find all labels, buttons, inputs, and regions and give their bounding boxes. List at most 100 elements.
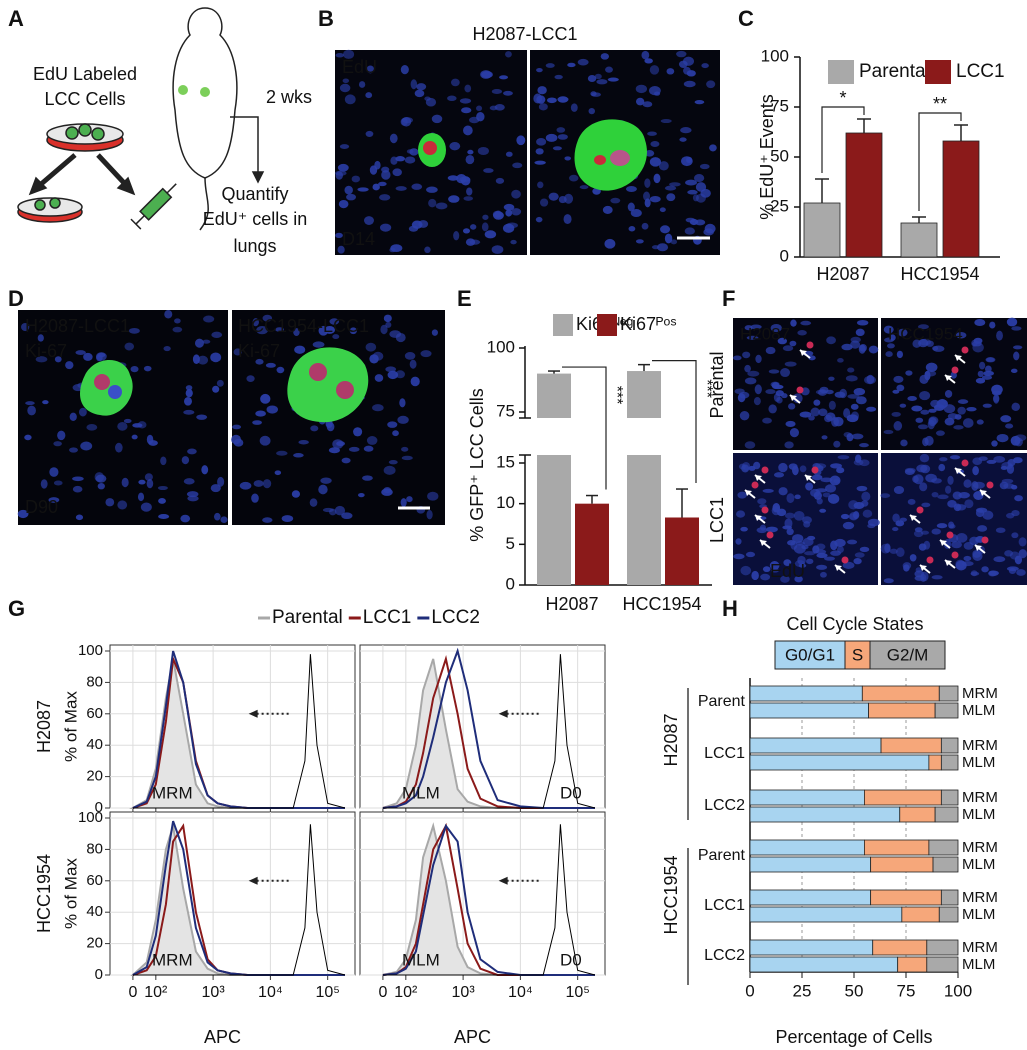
nucleus: [954, 414, 962, 420]
nucleus: [927, 419, 935, 430]
nucleus: [664, 185, 677, 191]
nucleus: [789, 340, 797, 347]
nucleus: [357, 187, 369, 192]
nucleus: [476, 105, 483, 112]
nucleus: [769, 561, 780, 571]
nucleus: [495, 177, 505, 184]
edu-nucleus: [916, 506, 924, 514]
nucleus: [830, 463, 842, 469]
nucleus: [783, 559, 792, 567]
significance: *: [839, 88, 846, 108]
nucleus: [681, 156, 693, 167]
nucleus: [995, 527, 1006, 533]
nucleus: [183, 478, 195, 485]
significance-bracket: [562, 366, 607, 490]
nucleus: [943, 404, 956, 414]
edu-nucleus: [841, 556, 849, 564]
nucleus: [647, 131, 657, 136]
legend-swatch: [844, 640, 871, 670]
histogram: [132, 650, 345, 809]
bar-label: MLM: [962, 956, 995, 973]
y-tick-label: 60: [86, 872, 103, 889]
nucleus: [512, 162, 523, 169]
shift-arrow: [248, 876, 258, 885]
nucleus: [799, 465, 807, 473]
nucleus: [353, 427, 363, 437]
nucleus: [925, 473, 937, 483]
bar-label: MRM: [962, 789, 998, 806]
nucleus: [975, 507, 988, 513]
nucleus: [1005, 423, 1014, 429]
nucleus: [1018, 537, 1027, 547]
legend-label: Parental: [859, 61, 930, 82]
nucleus: [75, 350, 86, 355]
bar-segment: [749, 856, 872, 873]
bar-segment: [749, 806, 901, 823]
nucleus: [837, 546, 844, 553]
nucleus: [349, 327, 357, 335]
nucleus: [664, 233, 673, 244]
nucleus: [233, 438, 244, 447]
nucleus: [915, 417, 924, 423]
pointer-arrow: [980, 490, 987, 496]
nucleus: [138, 479, 146, 485]
nucleus: [768, 369, 780, 374]
nucleus: [830, 540, 838, 551]
group-label: HCC1954: [661, 855, 681, 934]
nucleus: [281, 515, 294, 522]
nucleus: [431, 114, 443, 124]
row-label: HCC1954: [34, 854, 54, 933]
pointer-arrow: [920, 565, 927, 571]
edu-nucleus: [610, 150, 630, 166]
nucleus: [797, 330, 807, 336]
nucleus: [157, 485, 168, 491]
row-label: H2087: [34, 700, 54, 753]
significance: **: [933, 94, 947, 114]
nucleus: [670, 239, 678, 245]
nucleus: [511, 189, 521, 199]
nucleus: [358, 493, 365, 498]
panel-letter: F: [722, 286, 735, 311]
nucleus: [963, 479, 972, 488]
nucleus: [123, 418, 132, 424]
nucleus: [739, 411, 750, 421]
nucleus: [365, 130, 374, 138]
nucleus: [482, 214, 489, 220]
nucleus: [993, 556, 1006, 563]
nucleus: [919, 482, 928, 492]
nucleus: [563, 214, 572, 225]
nucleus: [48, 497, 60, 503]
nucleus: [836, 467, 845, 474]
nucleus: [963, 555, 972, 562]
day-label: D14: [342, 229, 375, 249]
nucleus: [312, 341, 325, 348]
nucleus: [447, 95, 457, 102]
nucleus: [335, 52, 345, 58]
nucleus: [259, 435, 271, 446]
nucleus: [332, 334, 340, 340]
nucleus: [210, 484, 221, 493]
x-tick-label: HCC1954: [622, 594, 701, 614]
bar-segment: [864, 789, 942, 806]
nucleus: [400, 117, 408, 126]
panel-tag: D0: [560, 783, 582, 802]
nucleus: [859, 459, 870, 467]
cell: [34, 199, 46, 211]
nucleus: [925, 362, 938, 372]
nucleus: [982, 403, 992, 408]
nucleus: [1011, 510, 1020, 517]
legend-swatch: [774, 640, 846, 670]
nucleus: [885, 351, 893, 358]
nucleus: [83, 352, 93, 361]
panel-tag: MLM: [402, 950, 440, 969]
nucleus: [477, 146, 489, 156]
nucleus: [709, 144, 717, 152]
nucleus: [516, 135, 526, 146]
nucleus: [174, 318, 181, 324]
nucleus: [395, 186, 407, 191]
nucleus: [365, 92, 373, 99]
nucleus: [466, 187, 473, 196]
nucleus: [140, 502, 152, 512]
nucleus: [900, 439, 908, 447]
edu-nucleus: [766, 531, 774, 539]
